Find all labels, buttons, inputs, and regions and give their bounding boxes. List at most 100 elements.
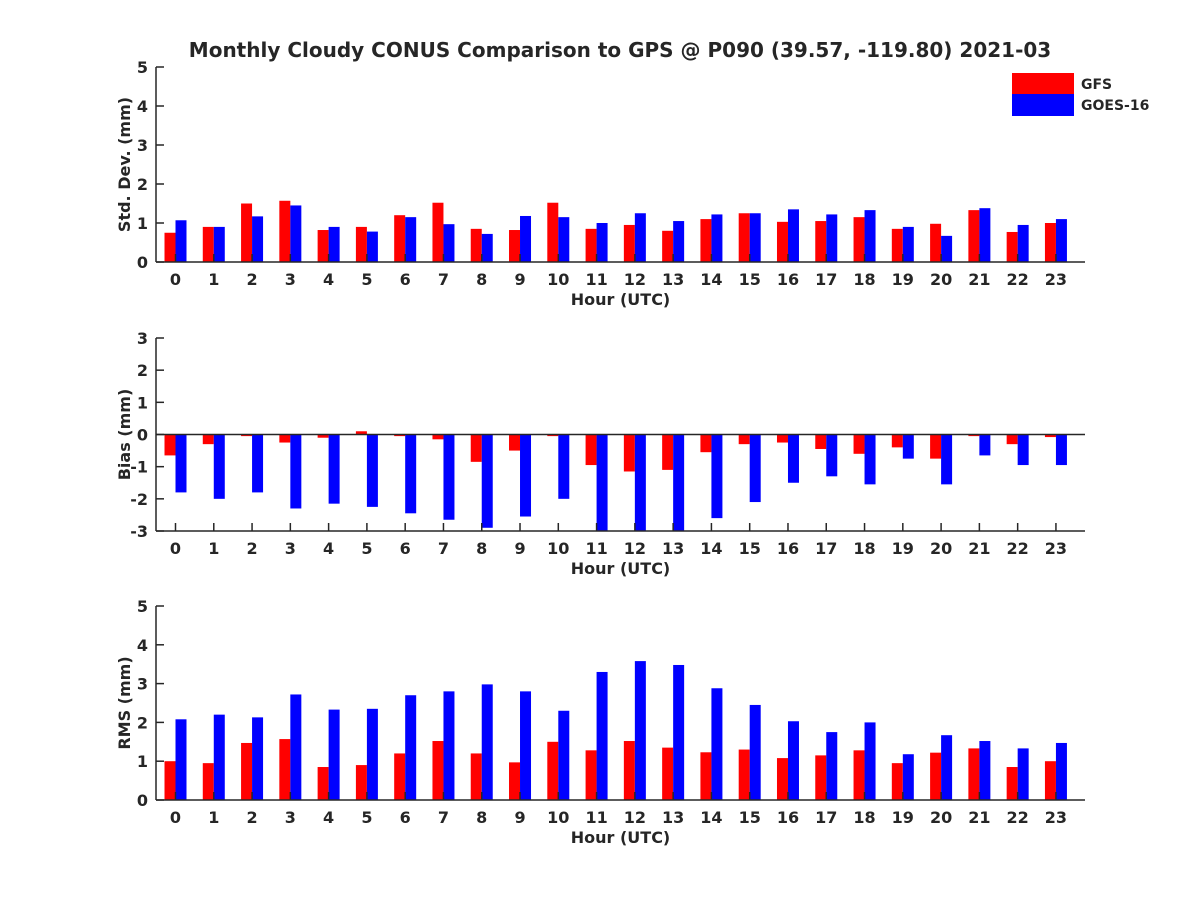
y-tick-label: 3 (137, 675, 148, 694)
x-tick-label: 19 (892, 270, 914, 289)
x-tick-label: 16 (777, 539, 799, 558)
bar-gfs-hour-7 (432, 202, 444, 262)
y-tick-label: 3 (137, 136, 148, 155)
bar-goes-16-hour-11 (596, 223, 608, 262)
bar-gfs-hour-16 (776, 758, 788, 800)
bar-goes-16-hour-14 (711, 214, 723, 262)
x-tick-label: 23 (1045, 808, 1067, 827)
bar-gfs-hour-2 (241, 203, 253, 262)
y-tick-label: 0 (137, 791, 148, 810)
bar-goes-16-hour-5 (366, 708, 378, 800)
x-tick-label: 2 (246, 270, 257, 289)
bar-goes-16-hour-16 (787, 209, 799, 262)
x-axis-label: Hour (UTC) (571, 828, 671, 847)
bar-gfs-hour-17 (815, 434, 827, 449)
bar-gfs-hour-9 (509, 230, 521, 262)
bar-goes-16-hour-3 (290, 205, 302, 262)
bar-gfs-hour-1 (202, 434, 214, 445)
bar-gfs-hour-18 (853, 750, 865, 800)
x-tick-label: 11 (585, 270, 607, 289)
x-tick-label: 4 (323, 808, 334, 827)
bar-goes-16-hour-23 (1055, 219, 1067, 262)
bar-goes-16-hour-22 (1017, 224, 1029, 262)
x-tick-label: 6 (400, 539, 411, 558)
x-tick-label: 19 (892, 539, 914, 558)
bar-goes-16-hour-14 (711, 434, 723, 519)
bar-gfs-hour-13 (662, 434, 674, 470)
bar-goes-16-hour-4 (328, 434, 340, 504)
x-tick-label: 21 (968, 539, 990, 558)
bar-goes-16-hour-13 (673, 664, 685, 800)
bar-goes-16-hour-2 (252, 717, 264, 800)
legend-swatch-goes-16 (1012, 94, 1074, 116)
x-tick-label: 0 (170, 539, 181, 558)
bar-goes-16-hour-21 (979, 434, 991, 456)
bar-gfs-hour-8 (470, 753, 482, 800)
bar-goes-16-hour-2 (252, 434, 264, 493)
y-tick-label: 2 (137, 361, 148, 380)
x-tick-label: 10 (547, 539, 569, 558)
x-tick-label: 15 (739, 808, 761, 827)
bar-goes-16-hour-22 (1017, 434, 1029, 466)
bar-gfs-hour-11 (585, 750, 597, 800)
y-axis-label: RMS (mm) (115, 656, 134, 749)
bar-goes-16-hour-8 (481, 684, 493, 800)
bar-gfs-hour-17 (815, 221, 827, 262)
y-axis-label: Bias (mm) (115, 389, 134, 481)
x-tick-label: 0 (170, 270, 181, 289)
y-tick-label: 1 (137, 214, 148, 233)
x-tick-label: 19 (892, 808, 914, 827)
bar-gfs-hour-0 (164, 232, 176, 262)
legend-label-gfs: GFS (1081, 77, 1112, 93)
bar-goes-16-hour-5 (366, 434, 378, 507)
bar-goes-16-hour-21 (979, 741, 991, 800)
bar-goes-16-hour-13 (673, 221, 685, 262)
x-tick-label: 22 (1007, 270, 1029, 289)
x-tick-label: 9 (514, 808, 525, 827)
bar-goes-16-hour-6 (405, 217, 417, 262)
bar-goes-16-hour-13 (673, 434, 685, 531)
x-tick-label: 18 (853, 539, 875, 558)
bar-gfs-hour-9 (509, 434, 521, 451)
bar-gfs-hour-17 (815, 755, 827, 800)
bar-gfs-hour-19 (891, 763, 903, 800)
bar-goes-16-hour-12 (634, 434, 646, 531)
x-tick-label: 1 (208, 270, 219, 289)
x-tick-label: 3 (285, 539, 296, 558)
bar-goes-16-hour-9 (520, 434, 532, 517)
bar-goes-16-hour-19 (902, 754, 914, 800)
bar-gfs-hour-2 (241, 434, 253, 437)
bar-goes-16-hour-12 (634, 213, 646, 262)
bar-goes-16-hour-22 (1017, 748, 1029, 800)
x-tick-label: 16 (777, 808, 799, 827)
x-tick-label: 3 (285, 808, 296, 827)
bar-gfs-hour-12 (623, 434, 635, 472)
x-tick-label: 7 (438, 808, 449, 827)
bar-gfs-hour-0 (164, 434, 176, 456)
bar-gfs-hour-16 (776, 221, 788, 262)
bar-gfs-hour-22 (1006, 767, 1018, 800)
bar-goes-16-hour-20 (941, 235, 953, 262)
x-tick-label: 17 (815, 539, 837, 558)
bar-goes-16-hour-21 (979, 208, 991, 262)
bar-goes-16-hour-16 (787, 434, 799, 483)
bar-gfs-hour-10 (547, 741, 559, 800)
x-tick-label: 14 (700, 808, 722, 827)
x-tick-label: 13 (662, 808, 684, 827)
bar-goes-16-hour-8 (481, 434, 493, 528)
x-tick-label: 1 (208, 808, 219, 827)
x-tick-label: 17 (815, 808, 837, 827)
bar-gfs-hour-19 (891, 434, 903, 448)
bar-gfs-hour-21 (968, 210, 980, 262)
bar-gfs-hour-14 (700, 434, 712, 453)
bar-gfs-hour-10 (547, 202, 559, 262)
x-tick-label: 12 (624, 539, 646, 558)
bar-gfs-hour-15 (738, 749, 750, 800)
x-tick-label: 3 (285, 270, 296, 289)
legend-label-goes-16: GOES-16 (1081, 98, 1149, 114)
x-tick-label: 21 (968, 808, 990, 827)
bar-gfs-hour-11 (585, 228, 597, 262)
